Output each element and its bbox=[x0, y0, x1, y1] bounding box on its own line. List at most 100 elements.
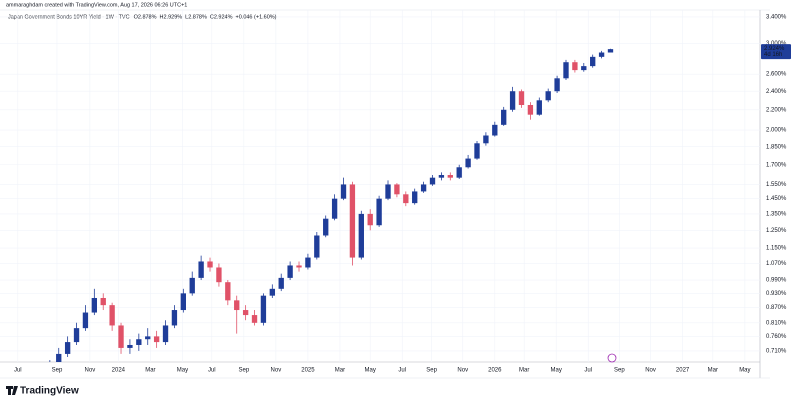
candle-body bbox=[385, 184, 391, 199]
x-tick-label: Sep bbox=[614, 368, 625, 374]
candle-body bbox=[331, 198, 338, 219]
event-marker[interactable] bbox=[607, 353, 617, 363]
candle-body bbox=[518, 91, 525, 105]
candle-body bbox=[447, 175, 453, 178]
y-tick-label: 0.710% bbox=[766, 348, 787, 354]
candle-body bbox=[278, 277, 284, 289]
candle-body bbox=[509, 91, 516, 110]
y-tick-label: 2.600% bbox=[766, 72, 787, 78]
candle-body bbox=[465, 158, 471, 168]
y-tick-label: 1.850% bbox=[766, 144, 787, 150]
candle-body bbox=[572, 62, 578, 71]
countdown: 4d 16h bbox=[764, 52, 782, 58]
x-tick-label: 2026 bbox=[488, 368, 502, 374]
y-tick-label: 0.810% bbox=[766, 320, 787, 326]
x-tick-label: 2024 bbox=[112, 368, 126, 374]
candle-body bbox=[340, 184, 347, 199]
candle-body bbox=[349, 184, 356, 258]
price-label-box bbox=[761, 44, 791, 60]
candle-body bbox=[287, 265, 293, 278]
candle-body bbox=[590, 56, 596, 67]
candle-body bbox=[394, 184, 400, 195]
candle-body bbox=[100, 297, 106, 306]
candle-body bbox=[73, 328, 80, 343]
candle-body bbox=[456, 167, 462, 178]
candle-body bbox=[153, 336, 160, 343]
x-tick-label: May bbox=[365, 368, 376, 374]
x-tick-label: 2027 bbox=[676, 368, 690, 374]
x-tick-label: May bbox=[177, 368, 188, 374]
candle-body bbox=[563, 62, 569, 79]
candle-body bbox=[607, 49, 614, 53]
x-tick-label: Sep bbox=[426, 368, 437, 374]
candle-body bbox=[216, 267, 222, 283]
y-tick-label: 2.400% bbox=[766, 89, 787, 95]
y-tick-label: 0.870% bbox=[766, 305, 787, 311]
logo-icon bbox=[6, 386, 18, 395]
y-tick-label: 1.700% bbox=[766, 162, 787, 168]
y-tick-label: 1.450% bbox=[766, 196, 787, 202]
y-tick-label: 1.150% bbox=[766, 246, 787, 252]
legend-value: C2.924% bbox=[210, 14, 233, 20]
candle-body bbox=[56, 353, 62, 362]
candle-body bbox=[234, 300, 240, 311]
candle-body bbox=[323, 218, 329, 236]
candle-body bbox=[429, 177, 436, 185]
candle-body bbox=[82, 312, 89, 329]
x-tick-label: Jul bbox=[14, 368, 22, 374]
candle-body bbox=[305, 257, 311, 268]
candle-body bbox=[251, 315, 258, 323]
x-tick-label: 2025 bbox=[301, 368, 315, 374]
candle-body bbox=[296, 265, 302, 268]
candle-body bbox=[269, 288, 275, 296]
candle-body bbox=[314, 235, 320, 258]
y-tick-label: 1.070% bbox=[766, 261, 787, 267]
candle-body bbox=[109, 305, 115, 326]
candles bbox=[49, 48, 614, 362]
x-tick-label: Nov bbox=[85, 368, 96, 374]
candle-body bbox=[376, 198, 382, 226]
candle-body bbox=[420, 184, 427, 192]
candle-body bbox=[136, 339, 142, 345]
candle-body bbox=[545, 91, 551, 101]
legend-value: H2.929% bbox=[160, 14, 183, 20]
x-tick-label: Mar bbox=[145, 368, 155, 374]
x-tick-label: May bbox=[551, 368, 562, 374]
y-tick-label: 0.990% bbox=[766, 278, 787, 284]
x-tick-label: Jul bbox=[208, 368, 216, 374]
x-tick-label: Mar bbox=[519, 368, 529, 374]
x-tick-label: Jul bbox=[584, 368, 592, 374]
legend-value: L2.878% bbox=[185, 14, 207, 20]
candle-body bbox=[527, 104, 534, 115]
last-price-label: 2.924% bbox=[764, 46, 785, 52]
candle-body bbox=[207, 261, 213, 268]
y-tick-label: 1.350% bbox=[766, 211, 787, 217]
candle-body bbox=[260, 295, 267, 323]
legend-title: Japan Government Bonds 10YR Yield · 1W ·… bbox=[8, 14, 130, 20]
x-tick-label: Sep bbox=[238, 368, 249, 374]
candle-body bbox=[189, 277, 195, 294]
candle-body bbox=[64, 342, 71, 354]
y-tick-label: 1.550% bbox=[766, 182, 787, 188]
y-tick-label: 0.760% bbox=[766, 334, 787, 340]
candle-body bbox=[91, 297, 98, 313]
candle-body bbox=[492, 124, 498, 136]
y-tick-label: 2.200% bbox=[766, 107, 787, 113]
y-tick-label: 3.400% bbox=[766, 15, 787, 21]
legend-value: O2.878% bbox=[134, 14, 157, 20]
candle-body bbox=[171, 310, 178, 326]
x-tick-label: Nov bbox=[645, 368, 656, 374]
candle-body bbox=[598, 52, 605, 57]
x-tick-label: Mar bbox=[708, 368, 718, 374]
candle-body bbox=[483, 135, 489, 144]
candle-body bbox=[180, 293, 186, 311]
x-tick-label: Nov bbox=[271, 368, 282, 374]
candle-body bbox=[118, 325, 124, 348]
candle-body bbox=[536, 100, 542, 115]
y-tick-label: 1.250% bbox=[766, 228, 787, 234]
candle-body bbox=[198, 261, 204, 278]
candle-body bbox=[358, 213, 364, 258]
candle-body bbox=[162, 325, 169, 343]
logo: TradingView bbox=[6, 386, 79, 397]
